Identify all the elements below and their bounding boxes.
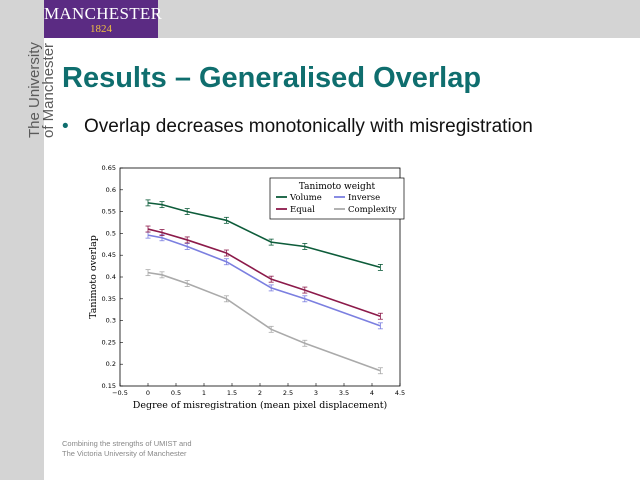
x-tick-label: 0 (146, 389, 150, 397)
footer-line1: Combining the strengths of UMIST and (62, 439, 192, 448)
y-tick-label: 0.25 (102, 338, 116, 346)
x-tick-label: 4 (370, 389, 374, 397)
x-tick-label: −0.5 (112, 389, 128, 397)
bullet-text: Overlap decreases monotonically with mis… (84, 116, 533, 137)
university-name-vertical: The University of Manchester (26, 42, 57, 138)
side-bar (0, 0, 44, 480)
y-tick-label: 0.65 (102, 164, 116, 172)
series-line-inverse (147, 234, 381, 327)
university-name-line2: of Manchester (40, 42, 57, 138)
legend-title: Tanimoto weight (299, 182, 376, 192)
x-tick-label: 1 (202, 389, 206, 397)
y-tick-label: 0.4 (106, 273, 116, 281)
legend-label-complexity: Complexity (348, 205, 397, 215)
footer-line2: The Victoria University of Manchester (62, 449, 187, 458)
x-tick-label: 2 (258, 389, 262, 397)
y-tick-label: 0.2 (106, 360, 116, 368)
x-tick-label: 4.5 (395, 389, 405, 397)
logo-year: 1824 (90, 23, 112, 35)
logo-text: MANCHESTER (44, 4, 163, 23)
y-tick-label: 0.15 (102, 382, 116, 390)
footer: Combining the strengths of UMIST and The… (62, 439, 192, 459)
x-tick-label: 3 (314, 389, 318, 397)
y-tick-label: 0.35 (102, 295, 116, 303)
legend-label-inverse: Inverse (348, 193, 380, 203)
bullet-icon: • (62, 116, 69, 137)
y-tick-label: 0.55 (102, 208, 116, 216)
x-tick-label: 1.5 (227, 389, 237, 397)
slide-title: Results – Generalised Overlap (62, 62, 482, 94)
y-tick-label: 0.45 (102, 251, 116, 259)
bullet-point: • Overlap decreases monotonically with mi… (62, 116, 533, 138)
legend-label-equal: Equal (290, 205, 315, 215)
y-axis-label: Tanimoto overlap (88, 235, 99, 319)
y-tick-label: 0.3 (106, 317, 116, 325)
legend-label-volume: Volume (289, 193, 322, 203)
x-axis-label: Degree of misregistration (mean pixel di… (133, 400, 388, 411)
overlap-chart: −0.5 0 0.5 1 1.5 2 2.5 3 3.5 4 4.5 0.15 0.2 0.25 0.3 0.… (88, 164, 405, 411)
university-logo: MANCHESTER 1824 (44, 0, 163, 38)
x-tick-label: 3.5 (339, 389, 349, 397)
y-tick-label: 0.5 (106, 229, 116, 237)
legend-box (269, 177, 405, 220)
series-line-equal (147, 228, 381, 317)
y-tick-label: 0.6 (106, 186, 116, 194)
series-line-complexity (147, 271, 381, 372)
x-tick-label: 0.5 (171, 389, 181, 397)
x-tick-label: 2.5 (283, 389, 293, 397)
